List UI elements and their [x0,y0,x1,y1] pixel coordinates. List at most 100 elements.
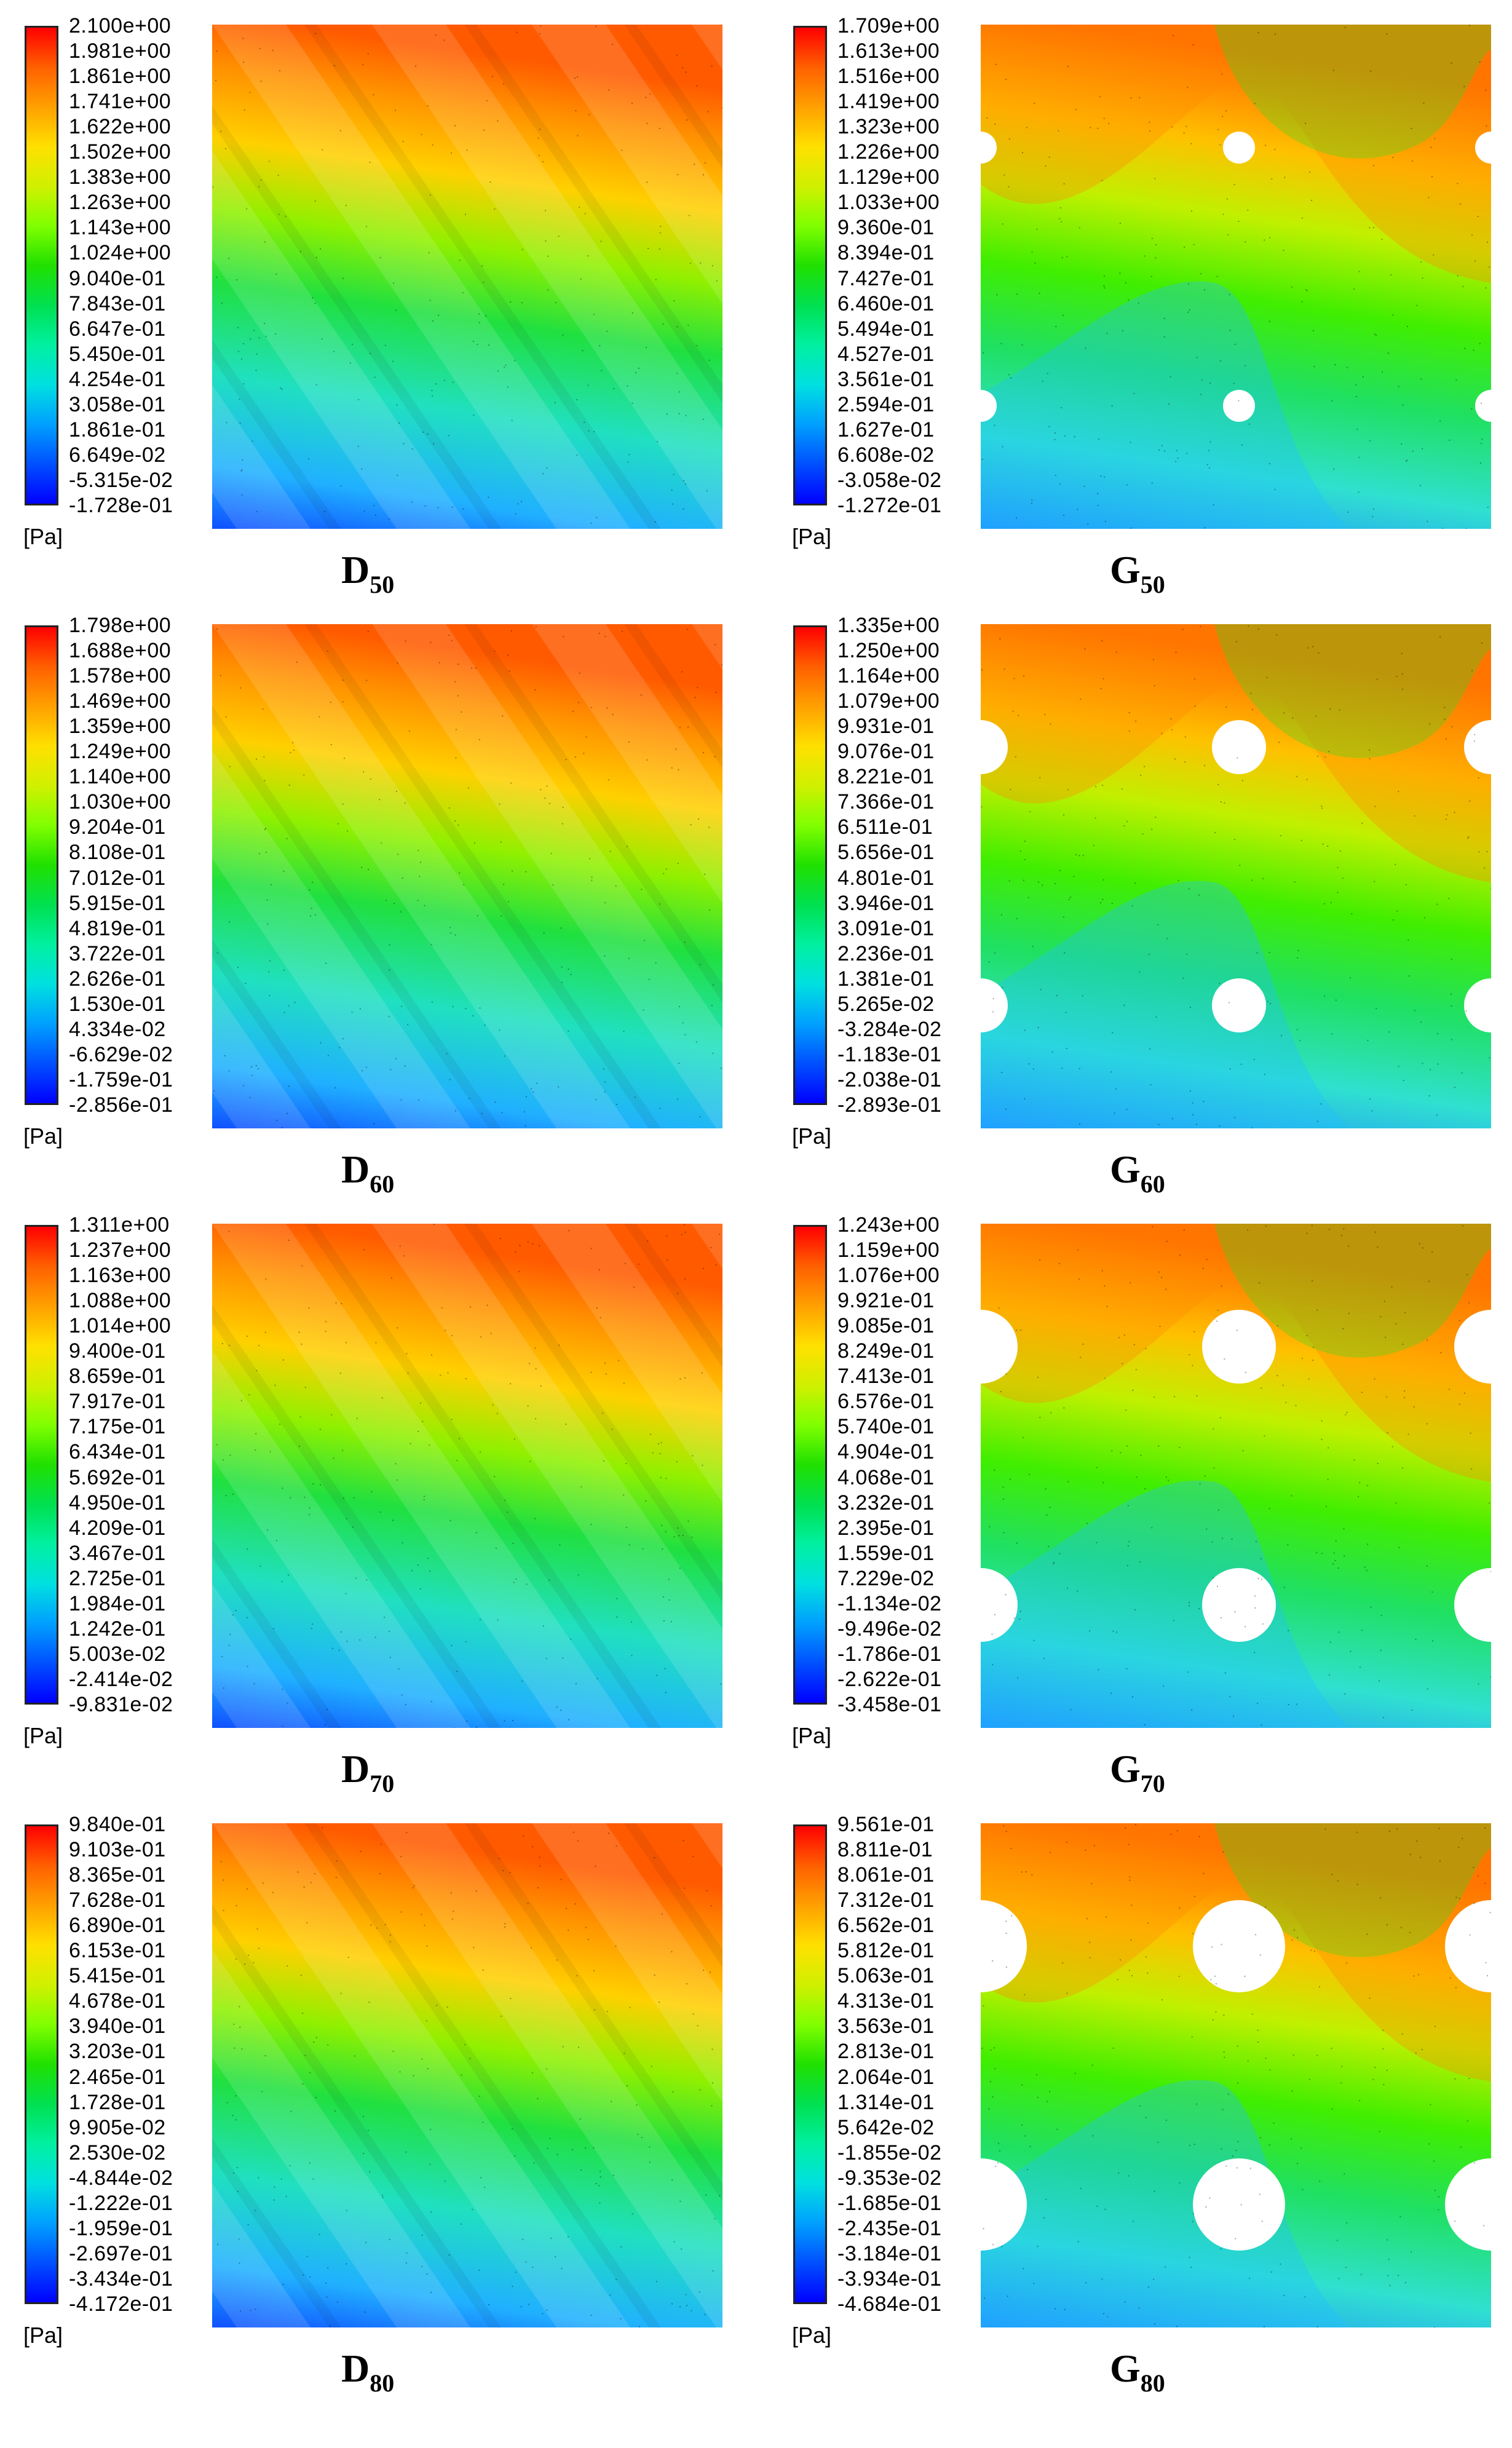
colorbar-tick-label: 4.819e-01 [69,916,166,940]
unit-label: [Pa] [23,1123,63,1149]
fiber-shadow [304,624,661,1128]
mid-pressure-zone [1214,25,1491,159]
colorbar-tick-label: 1.622e+00 [69,115,172,139]
fiber-shadow [464,624,722,1002]
panel-label-letter: D [341,1747,370,1791]
fiber-band [212,1350,470,1728]
colorbar-tick-label: -1.855e-02 [837,2141,942,2165]
pore-hole [1193,1900,1285,1992]
colorbar-tick-label: 4.068e-01 [837,1465,935,1489]
panel-label-subscript: 80 [1140,2369,1165,2397]
panel-d50: 2.100e+00 1.981e+00 1.861e+00 1.741e+00 1.62… [0,0,743,600]
colorbar-tick-label: -1.272e-01 [837,494,942,517]
colorbar-tick-label: 3.058e-01 [69,392,166,416]
colorbar [25,1824,58,2304]
contour-background [981,1224,1491,1728]
colorbar-tick-label: -1.222e-01 [69,2191,173,2215]
colorbar-tick-label: 6.511e-01 [837,815,933,839]
contour-background [981,25,1491,529]
colorbar [25,625,58,1105]
colorbar-tick-label: 1.469e+00 [69,689,172,713]
colorbar-tick-label: 2.465e-01 [69,2065,166,2089]
colorbar-tick-label: 7.628e-01 [69,1888,166,1912]
fiber-shadow [212,105,501,529]
panel-label-subscript: 50 [370,571,395,598]
fiber-band [372,624,722,1128]
pore-hole [981,2158,1027,2251]
colorbar-tick-label: 4.313e-01 [837,1989,935,2013]
colorbar-tick-label: 1.861e-01 [69,418,166,442]
colorbar-tick-label: 3.561e-01 [837,367,935,391]
fiber-shadow [304,25,661,529]
fiber-shadow [624,624,722,769]
colorbar-tick-label: 7.366e-01 [837,790,935,814]
colorbar-tick-label: 1.014e+00 [69,1314,172,1338]
high-pressure-zone [981,25,1491,283]
pore-hole [1212,978,1266,1032]
colorbar-tick-label: 1.024e+00 [69,241,172,265]
colorbar-tick-label: 1.627e-01 [837,418,935,442]
colorbar-tick-label: -3.458e-01 [837,1693,942,1716]
panel-label-letter: G [1110,548,1141,592]
colorbar-tick-label: 1.129e+00 [837,165,940,189]
unit-label: [Pa] [23,2323,63,2348]
colorbar-ticks: 1.311e+00 1.237e+00 1.163e+00 1.088e+00 1.01… [69,1214,216,1719]
colorbar-tick-label: 5.692e-01 [69,1465,166,1489]
fiber-band [212,25,630,529]
colorbar-ticks: 1.243e+00 1.159e+00 1.076e+00 9.921e-01 9.08… [837,1214,985,1719]
contour-background [981,624,1491,1128]
colorbar-tick-label: 4.254e-01 [69,367,166,391]
colorbar-tick-label: 9.921e-01 [837,1289,935,1313]
colorbar-tick-label: -1.183e-01 [837,1042,942,1066]
colorbar-tick-label: 1.861e+00 [69,65,172,89]
colorbar-tick-label: 9.360e-01 [837,216,935,240]
colorbar-tick-label: -9.831e-02 [69,1693,173,1716]
fiber-band [692,25,722,70]
colorbar-tick-label: 9.905e-02 [69,2115,166,2139]
colorbar-tick-label: 2.725e-01 [69,1566,166,1590]
colorbar-tick-label: 8.221e-01 [837,765,935,789]
colorbar-tick-label: 1.323e+00 [837,115,940,139]
panel-g50: 1.709e+00 1.613e+00 1.516e+00 1.419e+00 1.32… [769,0,1512,600]
pressure-contour-plot [981,25,1491,529]
fiber-band [372,1224,722,1728]
colorbar-tick-label: 1.164e+00 [837,664,940,688]
pore-hole [981,390,997,422]
colorbar-tick-label: 1.226e+00 [837,140,940,164]
colorbar-tick-label: 5.003e-02 [69,1642,166,1666]
colorbar-tick-label: 4.950e-01 [69,1491,166,1515]
panel-label-subscript: 50 [1140,571,1165,598]
colorbar-tick-label: 8.365e-01 [69,1863,166,1887]
fiber-shadow [464,25,722,403]
colorbar-tick-label: 7.312e-01 [837,1888,935,1912]
colorbar-tick-label: -1.728e-01 [69,494,173,517]
colorbar-tick-label: 2.626e-01 [69,967,166,991]
pore-hole [981,132,997,164]
colorbar-tick-label: 6.460e-01 [837,291,935,315]
colorbar-tick-label: 2.813e-01 [837,2040,935,2064]
mesh-speckle [989,1225,1491,1726]
colorbar-tick-label: 7.917e-01 [69,1390,166,1414]
colorbar-tick-label: 8.108e-01 [69,841,166,865]
colorbar-tick-label: 1.516e+00 [837,65,940,89]
mesh-speckle [981,1824,1491,2327]
low-pressure-zone [981,2080,1350,2327]
colorbar-tick-label: 9.103e-01 [69,1838,166,1862]
panel-d60: 1.798e+00 1.688e+00 1.578e+00 1.469e+00 1.35… [0,600,743,1199]
colorbar-tick-label: 5.415e-01 [69,1964,166,1988]
colorbar-tick-label: 1.741e+00 [69,90,172,114]
pressure-contour-plot [981,1224,1491,1728]
mid-pressure-zone [1214,1823,1491,1957]
colorbar-tick-label: 6.434e-01 [69,1440,166,1464]
colorbar-tick-label: 8.811e-01 [837,1838,933,1862]
pore-hole [1454,1310,1491,1384]
colorbar-ticks: 1.709e+00 1.613e+00 1.516e+00 1.419e+00 1.32… [837,15,985,520]
colorbar-tick-label: 3.467e-01 [69,1541,166,1565]
colorbar-tick-label: 4.904e-01 [837,1440,935,1464]
colorbar-tick-label: 1.079e+00 [837,689,940,713]
colorbar-tick-label: -4.684e-01 [837,2292,942,2316]
colorbar-tick-label: -1.759e-01 [69,1068,173,1091]
high-pressure-zone [981,1823,1491,2082]
colorbar-tick-label: 1.140e+00 [69,765,172,789]
mid-pressure-zone [1214,624,1491,758]
